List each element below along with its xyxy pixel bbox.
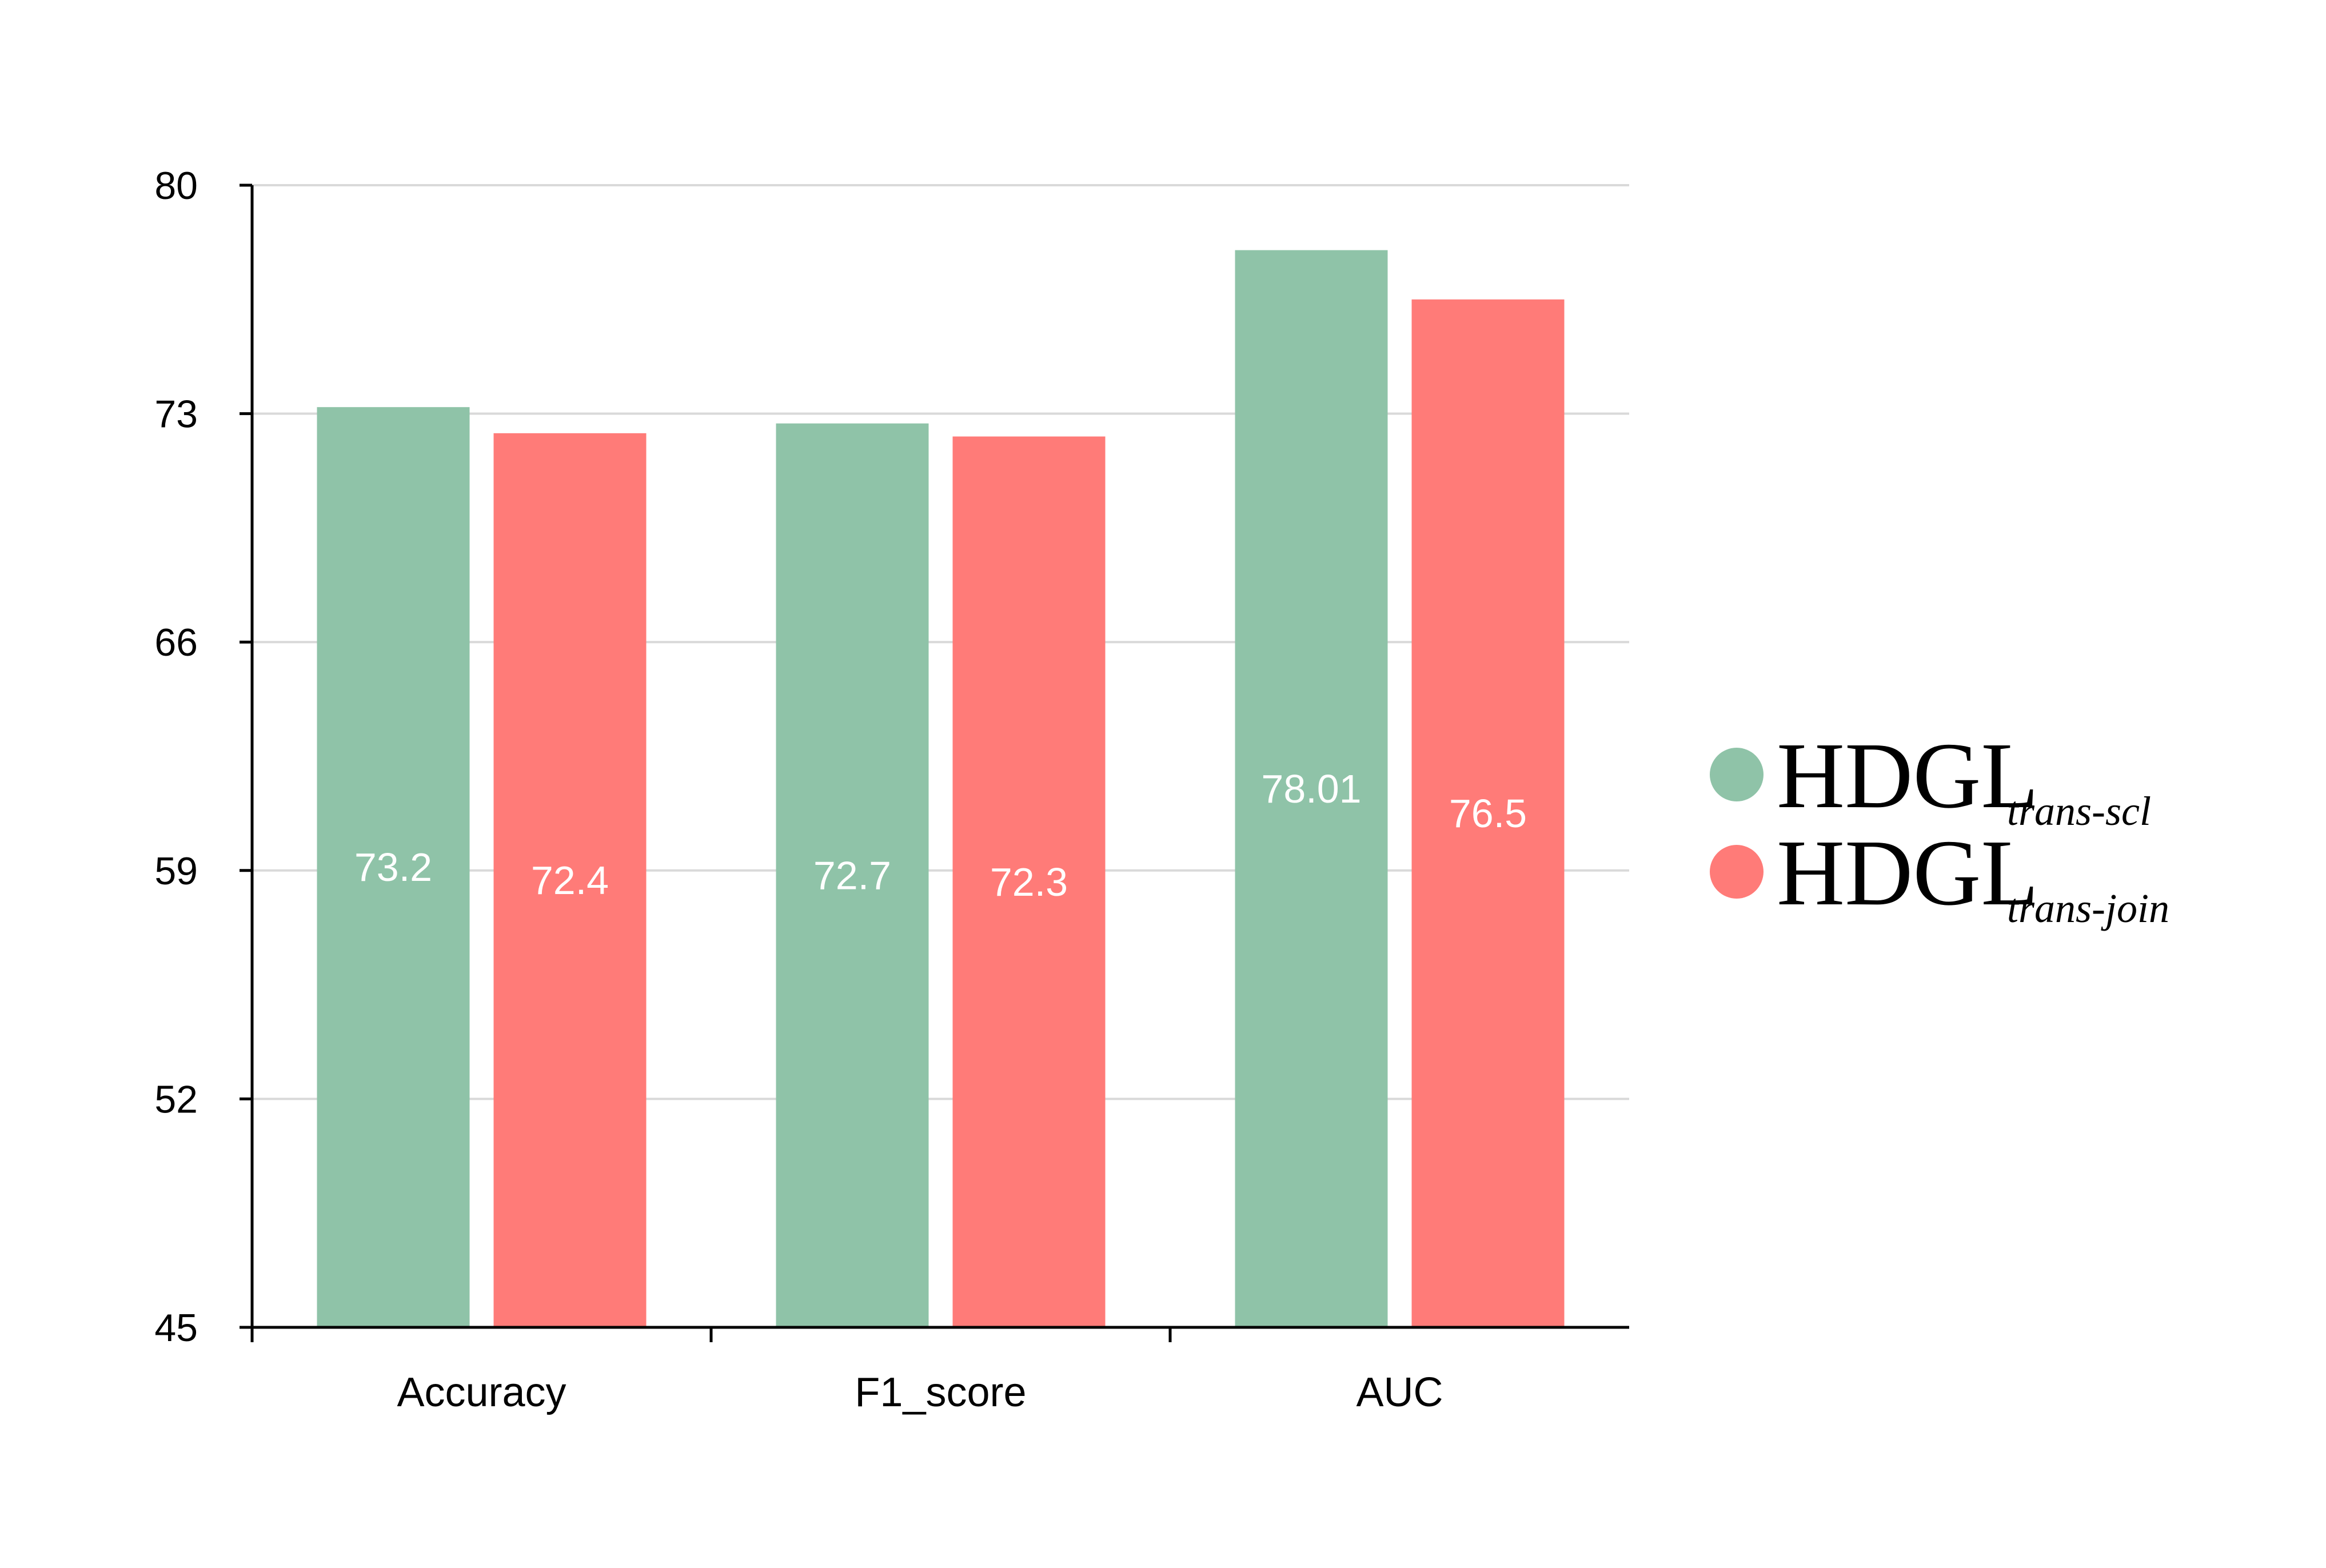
legend-swatch-trans-scl	[1710, 748, 1764, 801]
bar-trans-scl-auc	[1235, 250, 1388, 1327]
x-tick-label: Accuracy	[397, 1370, 566, 1415]
x-tick-label: AUC	[1356, 1370, 1443, 1415]
bar-trans-join-auc	[1411, 299, 1565, 1327]
data-label: 72.4	[531, 858, 609, 903]
bars	[317, 250, 1565, 1327]
legend-label-subscript: trans-scl	[2007, 788, 2151, 834]
bar-trans-scl-f1-score	[776, 423, 929, 1327]
bar-trans-join-f1-score	[952, 436, 1106, 1327]
x-tick-label: F1_score	[855, 1370, 1026, 1415]
legend-label: HDGL	[1777, 723, 2038, 828]
data-label: 76.5	[1449, 791, 1527, 836]
bar-trans-scl-accuracy	[317, 407, 470, 1327]
data-labels: 73.2 72.4 72.7 72.3 78.01 76.5	[354, 767, 1527, 904]
legend-label: HDGL	[1777, 820, 2038, 925]
bar-trans-join-accuracy	[493, 433, 647, 1327]
legend-swatch-trans-join	[1710, 845, 1764, 899]
y-tick-label: 59	[154, 849, 198, 893]
axes: 45 52 59 66 73 80 Accuracy F1_score AUC	[154, 164, 1629, 1415]
data-label: 72.7	[813, 853, 891, 897]
data-label: 72.3	[990, 860, 1068, 904]
gridlines	[252, 184, 1629, 1100]
data-label: 73.2	[354, 845, 432, 889]
y-tick-label: 52	[154, 1078, 198, 1121]
y-tick-label: 80	[154, 164, 198, 208]
legend-label-subscript: trans-join	[2007, 885, 2169, 931]
y-tick-label: 45	[154, 1306, 198, 1350]
y-tick-label: 66	[154, 621, 198, 664]
data-label: 78.01	[1261, 767, 1361, 811]
y-tick-label: 73	[154, 393, 198, 436]
